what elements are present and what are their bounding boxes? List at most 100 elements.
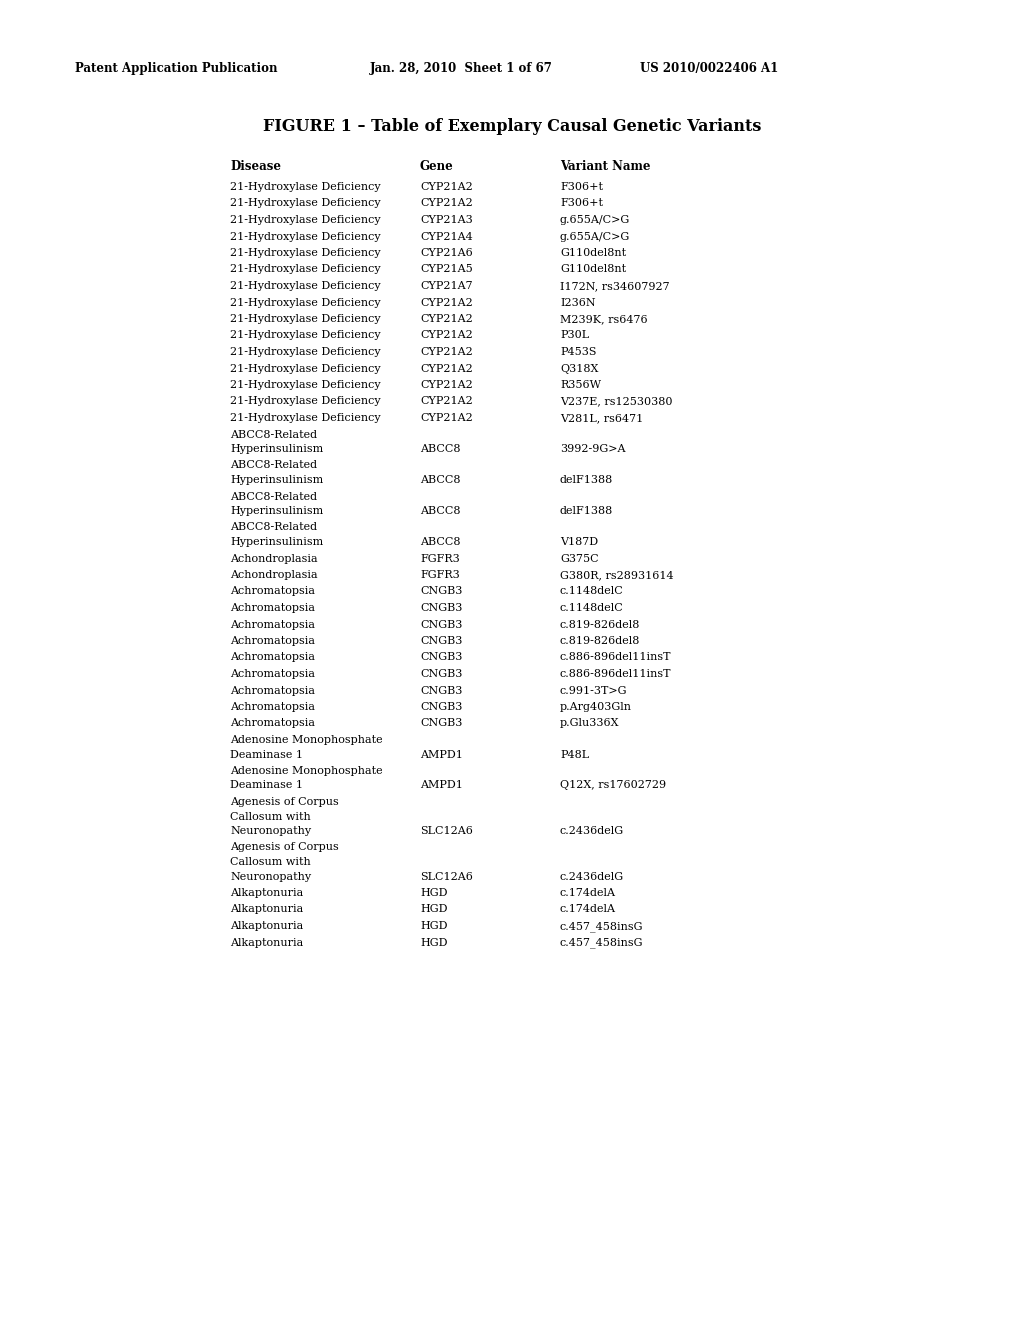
Text: 21-Hydroxylase Deficiency: 21-Hydroxylase Deficiency	[230, 347, 381, 356]
Text: Q12X, rs17602729: Q12X, rs17602729	[560, 780, 667, 791]
Text: FIGURE 1 – Table of Exemplary Causal Genetic Variants: FIGURE 1 – Table of Exemplary Causal Gen…	[263, 117, 761, 135]
Text: 21-Hydroxylase Deficiency: 21-Hydroxylase Deficiency	[230, 396, 381, 407]
Text: c.2436delG: c.2436delG	[560, 826, 624, 836]
Text: SLC12A6: SLC12A6	[420, 826, 473, 836]
Text: M239K, rs6476: M239K, rs6476	[560, 314, 647, 323]
Text: Alkaptonuria: Alkaptonuria	[230, 921, 303, 931]
Text: Alkaptonuria: Alkaptonuria	[230, 888, 303, 898]
Text: CNGB3: CNGB3	[420, 586, 463, 597]
Text: P30L: P30L	[560, 330, 589, 341]
Text: ABCC8: ABCC8	[420, 444, 461, 454]
Text: g.655A/C>G: g.655A/C>G	[560, 231, 630, 242]
Text: CNGB3: CNGB3	[420, 636, 463, 645]
Text: CNGB3: CNGB3	[420, 619, 463, 630]
Text: c.991-3T>G: c.991-3T>G	[560, 685, 628, 696]
Text: c.2436delG: c.2436delG	[560, 871, 624, 882]
Text: V281L, rs6471: V281L, rs6471	[560, 413, 643, 422]
Text: c.174delA: c.174delA	[560, 888, 616, 898]
Text: G375C: G375C	[560, 553, 599, 564]
Text: CYP21A3: CYP21A3	[420, 215, 473, 224]
Text: 3992-9G>A: 3992-9G>A	[560, 444, 626, 454]
Text: FGFR3: FGFR3	[420, 553, 460, 564]
Text: CYP21A7: CYP21A7	[420, 281, 473, 290]
Text: AMPD1: AMPD1	[420, 780, 463, 791]
Text: G380R, rs28931614: G380R, rs28931614	[560, 570, 674, 579]
Text: CNGB3: CNGB3	[420, 685, 463, 696]
Text: Neuronopathy: Neuronopathy	[230, 871, 311, 882]
Text: CYP21A2: CYP21A2	[420, 396, 473, 407]
Text: Adenosine Monophosphate: Adenosine Monophosphate	[230, 735, 383, 744]
Text: G110del8nt: G110del8nt	[560, 264, 626, 275]
Text: ABCC8-Related: ABCC8-Related	[230, 429, 317, 440]
Text: CNGB3: CNGB3	[420, 718, 463, 729]
Text: Hyperinsulinism: Hyperinsulinism	[230, 444, 324, 454]
Text: HGD: HGD	[420, 904, 447, 915]
Text: g.655A/C>G: g.655A/C>G	[560, 215, 630, 224]
Text: CNGB3: CNGB3	[420, 652, 463, 663]
Text: Neuronopathy: Neuronopathy	[230, 826, 311, 836]
Text: Achromatopsia: Achromatopsia	[230, 586, 315, 597]
Text: Deaminase 1: Deaminase 1	[230, 780, 303, 791]
Text: c.174delA: c.174delA	[560, 904, 616, 915]
Text: ABCC8: ABCC8	[420, 537, 461, 546]
Text: CYP21A2: CYP21A2	[420, 380, 473, 389]
Text: Callosum with: Callosum with	[230, 812, 310, 821]
Text: Adenosine Monophosphate: Adenosine Monophosphate	[230, 766, 383, 776]
Text: Achondroplasia: Achondroplasia	[230, 553, 317, 564]
Text: HGD: HGD	[420, 888, 447, 898]
Text: 21-Hydroxylase Deficiency: 21-Hydroxylase Deficiency	[230, 264, 381, 275]
Text: Gene: Gene	[420, 160, 454, 173]
Text: CYP21A2: CYP21A2	[420, 363, 473, 374]
Text: AMPD1: AMPD1	[420, 750, 463, 759]
Text: P48L: P48L	[560, 750, 589, 759]
Text: CYP21A2: CYP21A2	[420, 198, 473, 209]
Text: HGD: HGD	[420, 937, 447, 948]
Text: Achromatopsia: Achromatopsia	[230, 702, 315, 711]
Text: V187D: V187D	[560, 537, 598, 546]
Text: US 2010/0022406 A1: US 2010/0022406 A1	[640, 62, 778, 75]
Text: 21-Hydroxylase Deficiency: 21-Hydroxylase Deficiency	[230, 182, 381, 191]
Text: 21-Hydroxylase Deficiency: 21-Hydroxylase Deficiency	[230, 330, 381, 341]
Text: CYP21A2: CYP21A2	[420, 314, 473, 323]
Text: Jan. 28, 2010  Sheet 1 of 67: Jan. 28, 2010 Sheet 1 of 67	[370, 62, 553, 75]
Text: CYP21A2: CYP21A2	[420, 182, 473, 191]
Text: HGD: HGD	[420, 921, 447, 931]
Text: 21-Hydroxylase Deficiency: 21-Hydroxylase Deficiency	[230, 231, 381, 242]
Text: Achromatopsia: Achromatopsia	[230, 636, 315, 645]
Text: R356W: R356W	[560, 380, 601, 389]
Text: 21-Hydroxylase Deficiency: 21-Hydroxylase Deficiency	[230, 248, 381, 257]
Text: 21-Hydroxylase Deficiency: 21-Hydroxylase Deficiency	[230, 198, 381, 209]
Text: ABCC8-Related: ABCC8-Related	[230, 491, 317, 502]
Text: c.819-826del8: c.819-826del8	[560, 636, 640, 645]
Text: delF1388: delF1388	[560, 475, 613, 484]
Text: V237E, rs12530380: V237E, rs12530380	[560, 396, 673, 407]
Text: ABCC8-Related: ABCC8-Related	[230, 523, 317, 532]
Text: c.457_458insG: c.457_458insG	[560, 921, 643, 932]
Text: F306+t: F306+t	[560, 182, 603, 191]
Text: I172N, rs34607927: I172N, rs34607927	[560, 281, 670, 290]
Text: CYP21A2: CYP21A2	[420, 347, 473, 356]
Text: CYP21A6: CYP21A6	[420, 248, 473, 257]
Text: CYP21A2: CYP21A2	[420, 297, 473, 308]
Text: Achromatopsia: Achromatopsia	[230, 669, 315, 678]
Text: I236N: I236N	[560, 297, 596, 308]
Text: 21-Hydroxylase Deficiency: 21-Hydroxylase Deficiency	[230, 215, 381, 224]
Text: Agenesis of Corpus: Agenesis of Corpus	[230, 842, 339, 853]
Text: Hyperinsulinism: Hyperinsulinism	[230, 475, 324, 484]
Text: c.886-896del11insT: c.886-896del11insT	[560, 652, 672, 663]
Text: G110del8nt: G110del8nt	[560, 248, 626, 257]
Text: Hyperinsulinism: Hyperinsulinism	[230, 537, 324, 546]
Text: 21-Hydroxylase Deficiency: 21-Hydroxylase Deficiency	[230, 380, 381, 389]
Text: Disease: Disease	[230, 160, 281, 173]
Text: Alkaptonuria: Alkaptonuria	[230, 937, 303, 948]
Text: p.Glu336X: p.Glu336X	[560, 718, 620, 729]
Text: Agenesis of Corpus: Agenesis of Corpus	[230, 797, 339, 807]
Text: Achromatopsia: Achromatopsia	[230, 652, 315, 663]
Text: Variant Name: Variant Name	[560, 160, 650, 173]
Text: CNGB3: CNGB3	[420, 603, 463, 612]
Text: c.457_458insG: c.457_458insG	[560, 937, 643, 948]
Text: ABCC8-Related: ABCC8-Related	[230, 461, 317, 470]
Text: Achondroplasia: Achondroplasia	[230, 570, 317, 579]
Text: p.Arg403Gln: p.Arg403Gln	[560, 702, 632, 711]
Text: 21-Hydroxylase Deficiency: 21-Hydroxylase Deficiency	[230, 413, 381, 422]
